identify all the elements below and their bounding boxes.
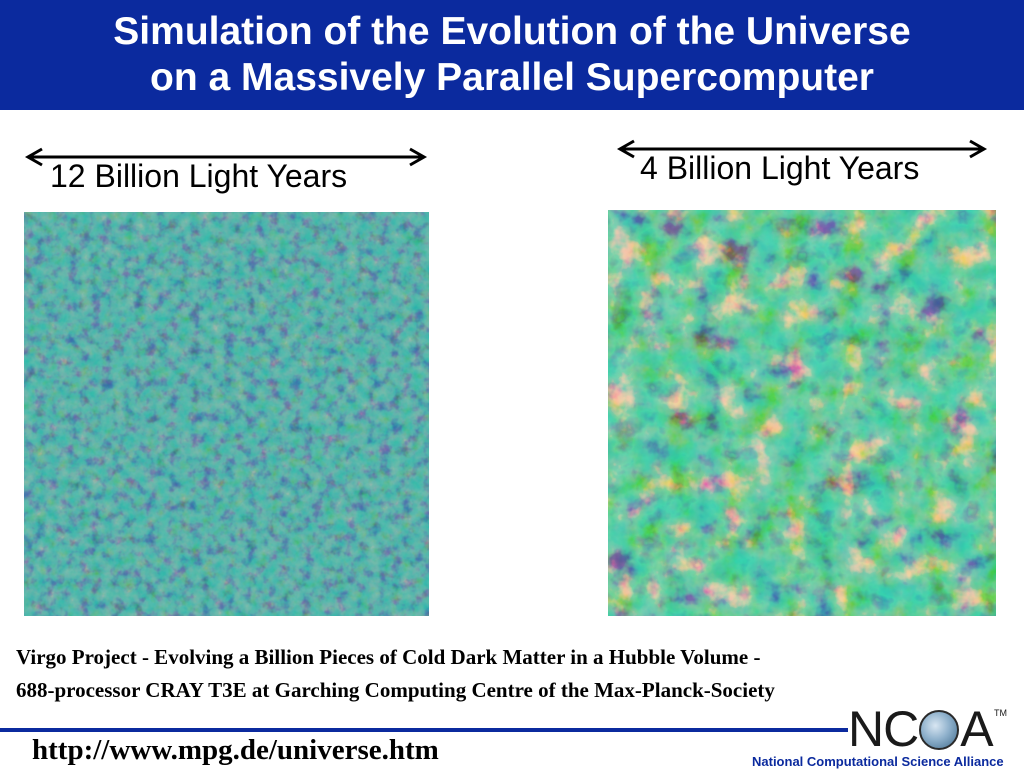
trademark-mark: TM <box>994 708 1007 718</box>
ncsa-logo: NC A TM <box>848 704 1014 754</box>
title-line-2: on a Massively Parallel Supercomputer <box>150 56 874 99</box>
title-line-1: Simulation of the Evolution of the Unive… <box>113 10 911 53</box>
footer-divider <box>0 728 848 732</box>
left-scale-label: 12 Billion Light Years <box>50 158 348 194</box>
right-scale-arrow <box>616 139 988 159</box>
globe-icon <box>919 710 960 750</box>
right-scale-label: 4 Billion Light Years <box>640 150 920 186</box>
left-scale-arrow <box>24 147 428 167</box>
logo-text-left: NC <box>848 701 919 757</box>
caption-line-2: 688-processor CRAY T3E at Garching Compu… <box>16 678 775 702</box>
logo-text-right: A <box>960 701 993 757</box>
title-bar: Simulation of the Evolution of the Unive… <box>0 0 1024 110</box>
simulation-image-4-billion <box>608 210 996 616</box>
caption: Virgo Project - Evolving a Billion Piece… <box>16 641 1006 707</box>
caption-line-1: Virgo Project - Evolving a Billion Piece… <box>16 645 761 669</box>
simulation-image-12-billion <box>24 212 429 616</box>
source-url[interactable]: http://www.mpg.de/universe.htm <box>32 734 439 766</box>
organization-name: National Computational Science Alliance <box>752 754 1004 769</box>
